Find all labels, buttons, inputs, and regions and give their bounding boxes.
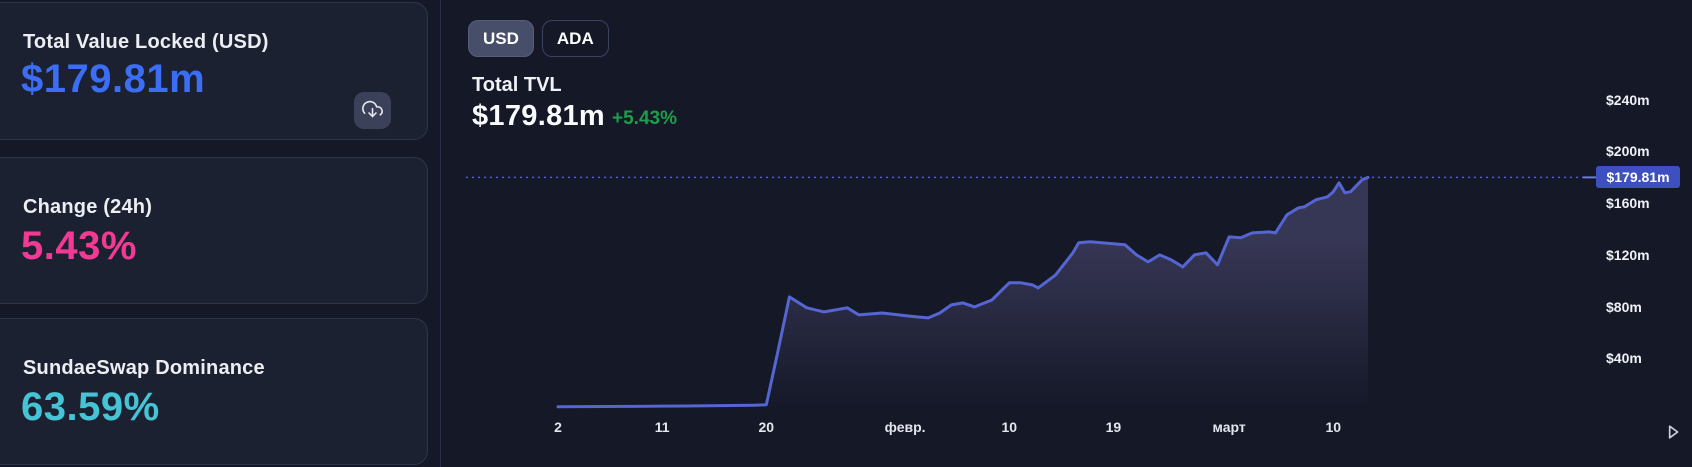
x-axis-label: 10 xyxy=(1001,419,1018,435)
card-title: Total Value Locked (USD) xyxy=(23,31,269,53)
x-axis-label: март xyxy=(1212,419,1246,435)
x-axis-label: 20 xyxy=(758,419,775,435)
y-axis-label: $80m xyxy=(1606,298,1642,315)
chart-area-fill xyxy=(558,177,1368,410)
chart-current-value: $179.81m xyxy=(472,100,606,132)
expand-panel-button[interactable] xyxy=(1660,420,1686,446)
toggle-usd-button[interactable]: USD xyxy=(468,20,534,57)
cloud-download-icon xyxy=(362,99,383,123)
x-axis-label: 11 xyxy=(654,419,670,435)
y-axis-label: $200m xyxy=(1606,143,1650,160)
download-csv-button[interactable] xyxy=(354,92,391,129)
x-axis-label: 19 xyxy=(1105,419,1122,435)
y-axis-label: $240m xyxy=(1606,91,1650,108)
x-axis-label: 2 xyxy=(554,419,562,435)
currency-toggle: USD ADA xyxy=(468,20,609,57)
card-change-24h: Change (24h) 5.43% xyxy=(0,157,428,304)
toggle-ada-button[interactable]: ADA xyxy=(541,20,609,57)
y-axis-label: $40m xyxy=(1606,350,1642,367)
card-total-value-locked: Total Value Locked (USD) $179.81m xyxy=(0,2,428,140)
change-value: 5.43% xyxy=(21,224,137,268)
tvl-value: $179.81m xyxy=(21,57,206,101)
x-axis-label: февр. xyxy=(884,419,926,435)
y-axis-label: $160m xyxy=(1606,195,1650,211)
current-value-badge: $179.81m xyxy=(1596,166,1680,189)
triangle-right-icon xyxy=(1663,422,1683,445)
card-title: SundaeSwap Dominance xyxy=(23,357,265,379)
chart-title: Total TVL xyxy=(472,74,562,96)
card-sundaeswap-dominance: SundaeSwap Dominance 63.59% xyxy=(0,318,428,465)
chart-line xyxy=(556,175,1370,409)
panel-divider xyxy=(440,0,441,467)
y-axis-label: $120m xyxy=(1606,246,1650,263)
chart-change-percent: +5.43% xyxy=(612,108,677,129)
x-axis-label: 10 xyxy=(1325,419,1342,435)
dominance-value: 63.59% xyxy=(21,385,160,429)
card-title: Change (24h) xyxy=(23,196,153,218)
